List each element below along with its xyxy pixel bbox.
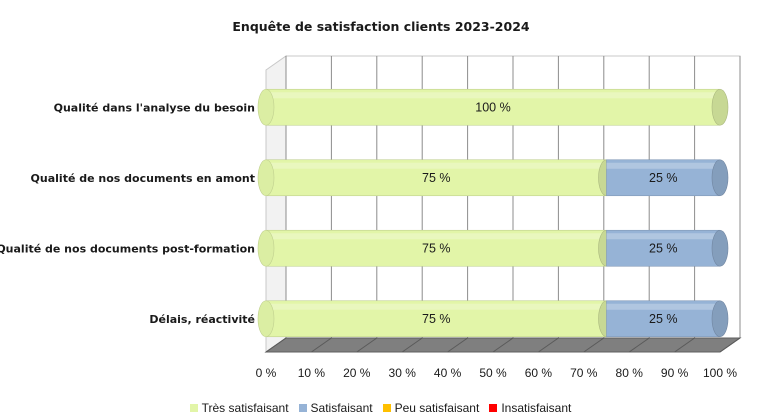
floor-gridline [674,337,695,353]
legend-label: Satisfaisant [310,401,373,415]
data-label: 25 % [649,312,678,326]
x-tick-label: 90 % [661,366,689,380]
x-tick-label: 30 % [389,366,417,380]
legend-item: Peu satisfaisant [382,401,480,415]
x-tick-label: 10 % [298,366,326,380]
category-label: Qualité dans l'analyse du besoin [54,101,255,114]
bar-segment [606,300,729,338]
legend: Très satisfaisant Satisfaisant Peu satisfa… [0,399,761,417]
x-tick-label: 60 % [525,366,553,380]
legend-swatch [382,404,391,412]
x-tick-label: 50 % [479,366,507,380]
data-label: 25 % [649,241,678,255]
legend-swatch [189,404,198,412]
floor-gridline [492,337,514,353]
bars [257,88,729,338]
legend-label: Très satisfaisant [201,401,289,415]
x-tick-label: 70 % [570,366,598,380]
x-tick-label: 0 % [256,366,277,380]
legend-item: Satisfaisant [298,401,373,415]
data-label: 75 % [422,241,451,255]
floor-gridline [401,337,423,353]
legend-item: Très satisfaisant [189,401,289,415]
x-axis-ticks: 0 % 10 % 20 % 30 % 40 % 50 % 60 % 70 % 80 % 90 % 1… [256,366,738,380]
floor-gridline [628,337,650,353]
legend-swatch [489,404,498,412]
bar-segment [606,159,729,197]
data-label: 25 % [649,171,678,185]
chart-floor [264,337,742,353]
data-label: 75 % [422,171,451,185]
floor-gridline [265,337,287,353]
category-labels: Qualité dans l'analyse du besoin Qualité … [0,101,255,326]
category-label: Qualité de nos documents post-formation [0,242,255,255]
floor-gridline [583,337,605,353]
category-label: Délais, réactivité [149,313,255,326]
legend-item: Insatisfaisant [489,401,571,415]
data-label: 75 % [422,312,451,326]
floor-gridline [356,337,378,353]
category-label: Qualité de nos documents en amont [31,172,255,185]
floor-gridline [311,337,332,353]
bar-segment [257,88,729,126]
chart-title: Enquête de satisfaction clients 2023-202… [232,19,529,34]
bar-segment [606,229,729,267]
x-tick-label: 100 % [703,366,737,380]
data-labels: 100 % 75 % 25 % 75 % 25 % 75 % 25 % [422,100,678,326]
floor-gridline [447,337,468,353]
bar-segment [257,159,615,197]
x-tick-label: 40 % [434,366,462,380]
legend-swatch [298,404,307,412]
bar-segment [257,229,615,267]
data-label: 100 % [475,100,510,114]
legend-label: Insatisfaisant [501,401,572,415]
legend-label: Peu satisfaisant [394,401,480,415]
x-tick-label: 20 % [343,366,371,380]
floor-gridline [719,337,741,353]
floor-gridline [538,337,559,353]
x-tick-label: 80 % [616,366,644,380]
